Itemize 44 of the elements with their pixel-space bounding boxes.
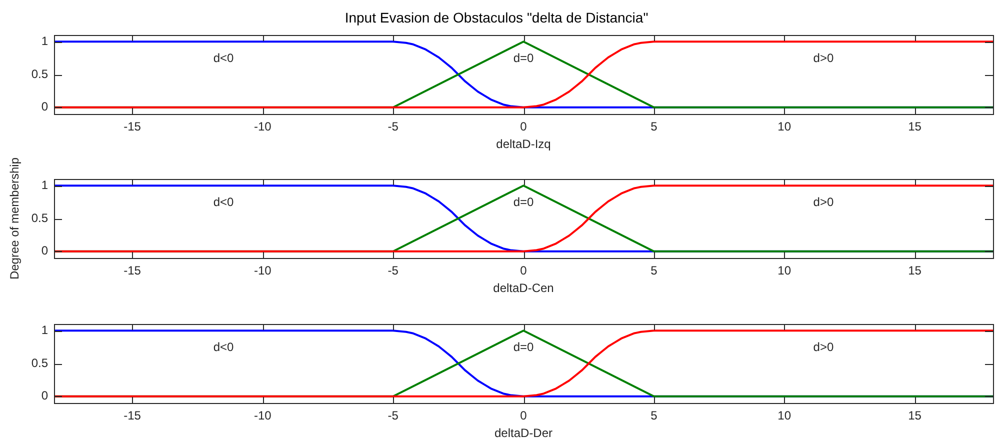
series-label: d>0 bbox=[813, 195, 834, 210]
x-tick-label: -10 bbox=[254, 264, 272, 278]
y-tick-label: 1 bbox=[41, 322, 48, 337]
x-tick-label: -15 bbox=[124, 120, 142, 134]
series-label: d<0 bbox=[213, 340, 234, 354]
series-label: d>0 bbox=[813, 340, 834, 354]
y-tick-label: 0.5 bbox=[31, 211, 48, 226]
x-tick-label: 10 bbox=[778, 408, 792, 422]
y-tick-label: 0 bbox=[41, 244, 48, 258]
series-label: d<0 bbox=[213, 195, 234, 210]
x-tick-label: 5 bbox=[650, 408, 658, 422]
x-tick-label: 15 bbox=[908, 264, 922, 278]
y-tick-label: 0 bbox=[41, 100, 48, 114]
x-tick-label: 5 bbox=[650, 264, 658, 278]
x-tick-label: -10 bbox=[254, 408, 272, 422]
series-label: d=0 bbox=[513, 195, 534, 210]
x-axis-title: deltaD-Cen bbox=[493, 281, 554, 296]
x-tick-label: 0 bbox=[520, 408, 528, 422]
chart-title: Input Evasion de Obstaculos "delta de Distancia" bbox=[344, 9, 648, 26]
series-label: d=0 bbox=[513, 340, 534, 354]
y-tick-label: 0 bbox=[41, 388, 48, 402]
x-tick-label: 0 bbox=[520, 264, 528, 278]
series-label: d=0 bbox=[513, 50, 534, 65]
y-tick-label: 0.5 bbox=[31, 66, 48, 81]
series-label: d<0 bbox=[213, 50, 234, 65]
x-axis-title: deltaD-Izq bbox=[496, 137, 551, 152]
x-tick-label: -10 bbox=[254, 120, 272, 134]
x-tick-label: 10 bbox=[778, 120, 792, 134]
y-axis-title: Degree of membership bbox=[8, 157, 22, 280]
y-tick-label: 0.5 bbox=[31, 355, 48, 370]
x-tick-label: -15 bbox=[124, 408, 142, 422]
x-tick-label: -5 bbox=[388, 264, 399, 278]
x-tick-label: -5 bbox=[388, 120, 399, 134]
x-tick-label: 10 bbox=[778, 264, 792, 278]
series-label: d>0 bbox=[813, 50, 834, 65]
x-tick-label: -5 bbox=[388, 408, 399, 422]
x-tick-label: 5 bbox=[650, 120, 658, 134]
x-tick-label: 0 bbox=[520, 120, 528, 134]
x-tick-label: 15 bbox=[908, 408, 922, 422]
y-tick-label: 1 bbox=[41, 178, 48, 192]
x-tick-label: 15 bbox=[908, 120, 922, 134]
x-axis-title: deltaD-Der bbox=[494, 426, 553, 440]
y-tick-label: 1 bbox=[41, 34, 48, 48]
x-tick-label: -15 bbox=[124, 264, 142, 278]
